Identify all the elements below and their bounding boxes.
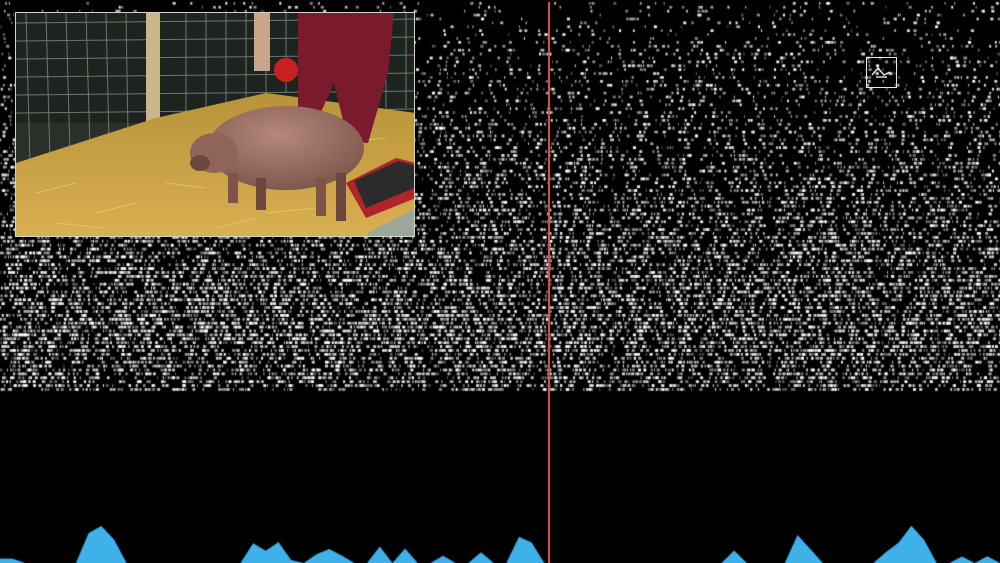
- waveform-logo-icon: [866, 57, 897, 88]
- pig-in-straw-pen-icon: [16, 13, 414, 236]
- playhead-line[interactable]: [548, 2, 550, 563]
- video-inset[interactable]: [15, 12, 415, 237]
